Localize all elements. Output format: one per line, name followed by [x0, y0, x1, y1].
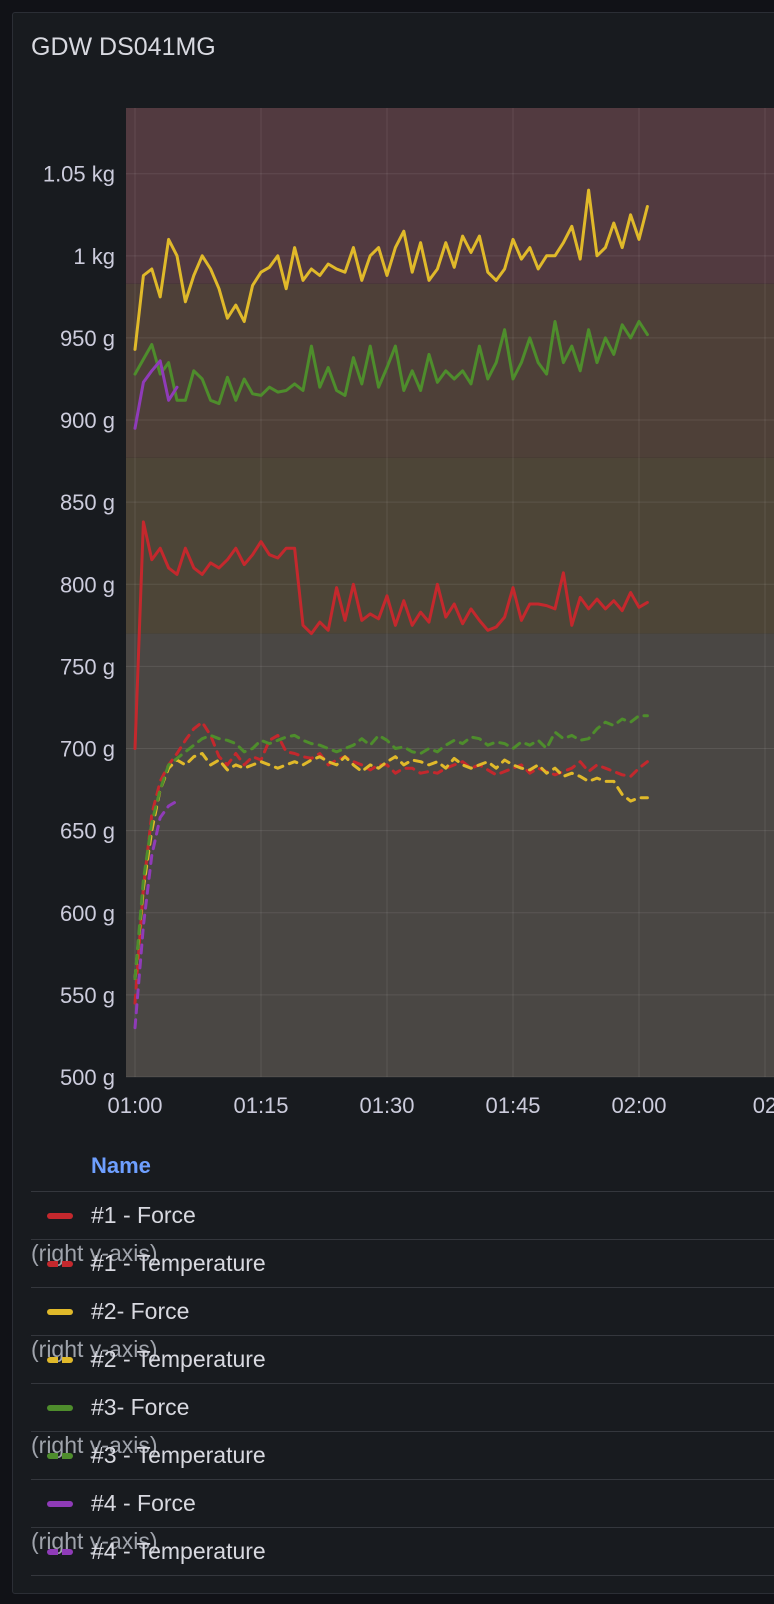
panel-title: GDW DS041MG: [31, 33, 216, 61]
y-tick-label: 550 g: [60, 983, 115, 1008]
legend-swatch-icon: [47, 1261, 73, 1267]
time-series-chart[interactable]: 500 g 550 g 600 g 650 g 700 g 750 g 800 g 850 g…: [13, 13, 774, 1143]
threshold-band: [126, 633, 774, 1077]
legend-swatch-icon: [47, 1309, 73, 1315]
series-line[interactable]: [133, 520, 649, 750]
legend-header-name[interactable]: Name: [91, 1153, 151, 1178]
y-tick-label: 650 g: [60, 819, 115, 844]
legend-item[interactable]: #3 - Temperature (right y-axis): [31, 1432, 774, 1480]
legend-item-label[interactable]: #3- Force: [91, 1394, 190, 1420]
x-tick-label: 02: [753, 1093, 774, 1118]
y-tick-label: 900 g: [60, 408, 115, 433]
x-tick-label: 01:00: [107, 1093, 162, 1118]
y-tick-label: 950 g: [60, 326, 115, 351]
legend-item[interactable]: #1 - Temperature (right y-axis): [31, 1240, 774, 1288]
legend-swatch-icon: [47, 1213, 73, 1219]
y-tick-label: 600 g: [60, 901, 115, 926]
series-line[interactable]: [133, 188, 649, 351]
legend-rows: #1 - Force #1 - Temperature (right y-axis…: [31, 1192, 774, 1576]
legend-item[interactable]: #1 - Force: [31, 1192, 774, 1240]
series-line[interactable]: [133, 714, 649, 980]
legend-item-label[interactable]: #1 - Temperature: [91, 1250, 266, 1276]
legend-item[interactable]: #4 - Temperature (right y-axis): [31, 1528, 774, 1576]
chart-panel: GDW DS041MG 500 g 550 g 600 g 650 g 700 g 750…: [12, 12, 774, 1594]
legend-item-label[interactable]: #4 - Temperature: [91, 1538, 266, 1564]
y-tick-label: 500 g: [60, 1065, 115, 1090]
series-line[interactable]: [133, 359, 179, 430]
y-tick-label: 700 g: [60, 737, 115, 762]
legend-item-label[interactable]: #2 - Temperature: [91, 1346, 266, 1372]
threshold-band: [126, 457, 774, 634]
legend-item-label[interactable]: #1 - Force: [91, 1202, 196, 1228]
legend-swatch-icon: [47, 1501, 73, 1507]
legend-swatch-icon: [47, 1357, 73, 1363]
legend-item[interactable]: #4 - Force: [31, 1480, 774, 1528]
y-tick-label: 750 g: [60, 654, 115, 679]
legend-swatch-icon: [47, 1405, 73, 1411]
series-line[interactable]: [133, 320, 649, 406]
legend-item-label[interactable]: #2- Force: [91, 1298, 190, 1324]
legend: Name #1 - Force #1 - Temperature (right y…: [31, 1151, 774, 1576]
threshold-band: [126, 283, 774, 458]
legend-header[interactable]: Name: [31, 1151, 774, 1192]
legend-item[interactable]: #2 - Temperature (right y-axis): [31, 1336, 774, 1384]
y-tick-label: 850 g: [60, 490, 115, 515]
series-line[interactable]: [133, 799, 179, 1030]
legend-swatch-icon: [47, 1549, 73, 1555]
series-line[interactable]: [133, 720, 649, 1005]
legend-swatch-icon: [47, 1453, 73, 1459]
legend-item[interactable]: #3- Force: [31, 1384, 774, 1432]
x-tick-label: 02:00: [611, 1093, 666, 1118]
legend-item[interactable]: #2- Force: [31, 1288, 774, 1336]
x-tick-label: 01:45: [485, 1093, 540, 1118]
legend-item-label[interactable]: #4 - Force: [91, 1490, 196, 1516]
x-tick-label: 01:15: [233, 1093, 288, 1118]
series-line[interactable]: [133, 752, 649, 980]
x-tick-label: 01:30: [359, 1093, 414, 1118]
legend-item-label[interactable]: #3 - Temperature: [91, 1442, 266, 1468]
y-tick-label: 1.05 kg: [43, 162, 115, 187]
y-tick-label: 800 g: [60, 572, 115, 597]
y-tick-label: 1 kg: [73, 244, 115, 269]
